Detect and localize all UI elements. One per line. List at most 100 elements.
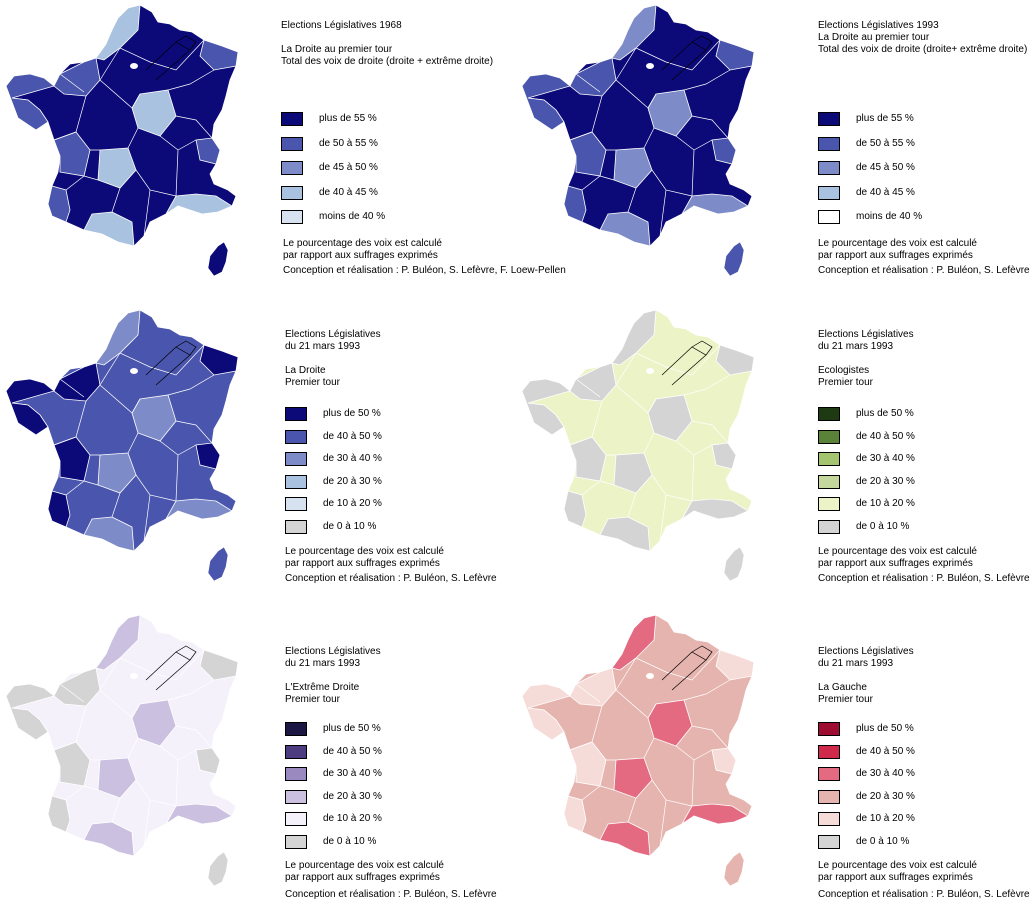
map-regions [521,4,755,277]
france-map [521,614,755,887]
title-line: Premier tour [818,694,874,705]
department-region [715,649,755,681]
paris-inset [145,35,197,81]
legend-label: de 20 à 30 % [323,475,382,487]
legend-swatch [818,407,840,421]
legend-label: de 10 à 20 % [856,498,915,509]
legend-label: de 20 à 30 % [856,790,915,802]
department-region [711,442,737,470]
paris-marker [130,673,138,679]
map-regions [5,309,239,582]
legend-label: de 40 à 50 % [856,745,915,757]
department-region [97,757,137,799]
paris-inset [661,645,713,691]
department-borders [53,344,215,542]
legend-swatch [818,722,840,736]
note-line: par rapport aux suffrages exprimés [818,558,973,569]
department-region [599,211,651,247]
map-regions [521,309,755,582]
legend-swatch [285,474,307,489]
legend-label: de 30 à 40 % [323,453,382,464]
corsica [207,241,229,277]
department-region [611,309,657,366]
credit: Conception et réalisation : P. Buléon, S… [818,573,1030,584]
credit: Conception et réalisation : P. Buléon, S… [285,573,497,584]
legend-label: de 40 à 50 % [323,745,382,757]
map-regions [5,614,239,887]
note-line: par rapport aux suffrages exprimés [285,872,440,883]
legend-swatch [818,136,840,151]
paris-inset [661,340,713,386]
title-line: Elections Législatives [818,646,914,657]
legend-swatch [285,497,307,511]
legend-label: de 20 à 30 % [856,475,915,487]
legend-label: moins de 40 % [319,211,386,222]
title-line: Premier tour [285,377,341,388]
department-region [599,516,651,552]
legend-swatch [285,812,307,826]
map-panel-ecologistes-1993: Elections Législatives du 21 mars 1993 Ec… [516,305,1032,610]
note: Le pourcentage des voix est calculé par r… [285,546,444,570]
legend-swatch [285,744,307,759]
department-region [53,667,101,707]
corsica [207,851,229,887]
title-line: Elections Législatives [285,329,381,340]
legend-swatch [285,429,307,444]
title-line: La Droite au premier tour [818,32,930,43]
corsica [723,546,745,582]
note-line: Le pourcentage des voix est calculé [283,238,442,249]
title-line: La Droite [285,365,326,376]
legend-swatch [818,161,840,175]
legend-label: de 10 à 20 % [323,498,382,509]
department-region [95,4,141,61]
department-region [613,452,653,494]
department-region [681,498,749,520]
legend-swatch [818,474,840,489]
title-line: Elections Législatives [818,329,914,340]
department-region [715,344,755,376]
legend-label: de 20 à 30 % [323,790,382,802]
department-region [613,757,653,799]
department-region [521,683,571,741]
legend-label: de 50 à 55 % [856,137,915,149]
legend-label: de 30 à 40 % [856,453,915,464]
note: Le pourcentage des voix est calculé par r… [283,238,442,262]
map-regions [5,4,239,277]
department-region [711,137,737,165]
france-map [5,309,239,582]
department-region [681,193,749,215]
legend-swatch [285,789,307,804]
legend-swatch [285,834,307,849]
note-line: par rapport aux suffrages exprimés [283,250,438,261]
department-region [569,667,617,707]
note-line: par rapport aux suffrages exprimés [285,558,440,569]
title-line: L'Extrême Droite [285,682,360,693]
paris-marker [646,368,654,374]
map-panel-extreme-droite-1993: Elections Législatives du 21 mars 1993 L'… [0,610,516,915]
legend-label: plus de 55 % [319,113,377,124]
department-region [95,614,141,671]
department-region [165,498,233,520]
legend-label: de 50 à 55 % [319,137,378,149]
legend-swatch [818,429,840,444]
paris-marker [130,63,138,69]
legend-label: de 0 à 10 % [323,835,377,847]
title-line: La Droite au premier tour [281,44,393,55]
map-panel-droite-1968: Elections Législatives 1968 La Droite au… [0,0,566,305]
department-region [681,803,749,825]
title-line: Premier tour [285,694,341,705]
legend-label: de 30 à 40 % [856,768,915,779]
title-line: du 21 mars 1993 [285,658,361,669]
legend-swatch [285,452,307,466]
legend-label: de 45 à 50 % [319,162,378,173]
legend-label: de 0 à 10 % [856,520,910,532]
title-line: du 21 mars 1993 [285,341,361,352]
legend-swatch [285,407,307,421]
department-borders [569,39,731,237]
title-line: La Gauche [818,682,867,693]
legend-swatch [818,789,840,804]
department-region [199,344,239,376]
panel-title: Elections Législatives 1968 La Droite au… [281,20,493,68]
department-region [83,211,135,247]
department-region [195,137,221,165]
